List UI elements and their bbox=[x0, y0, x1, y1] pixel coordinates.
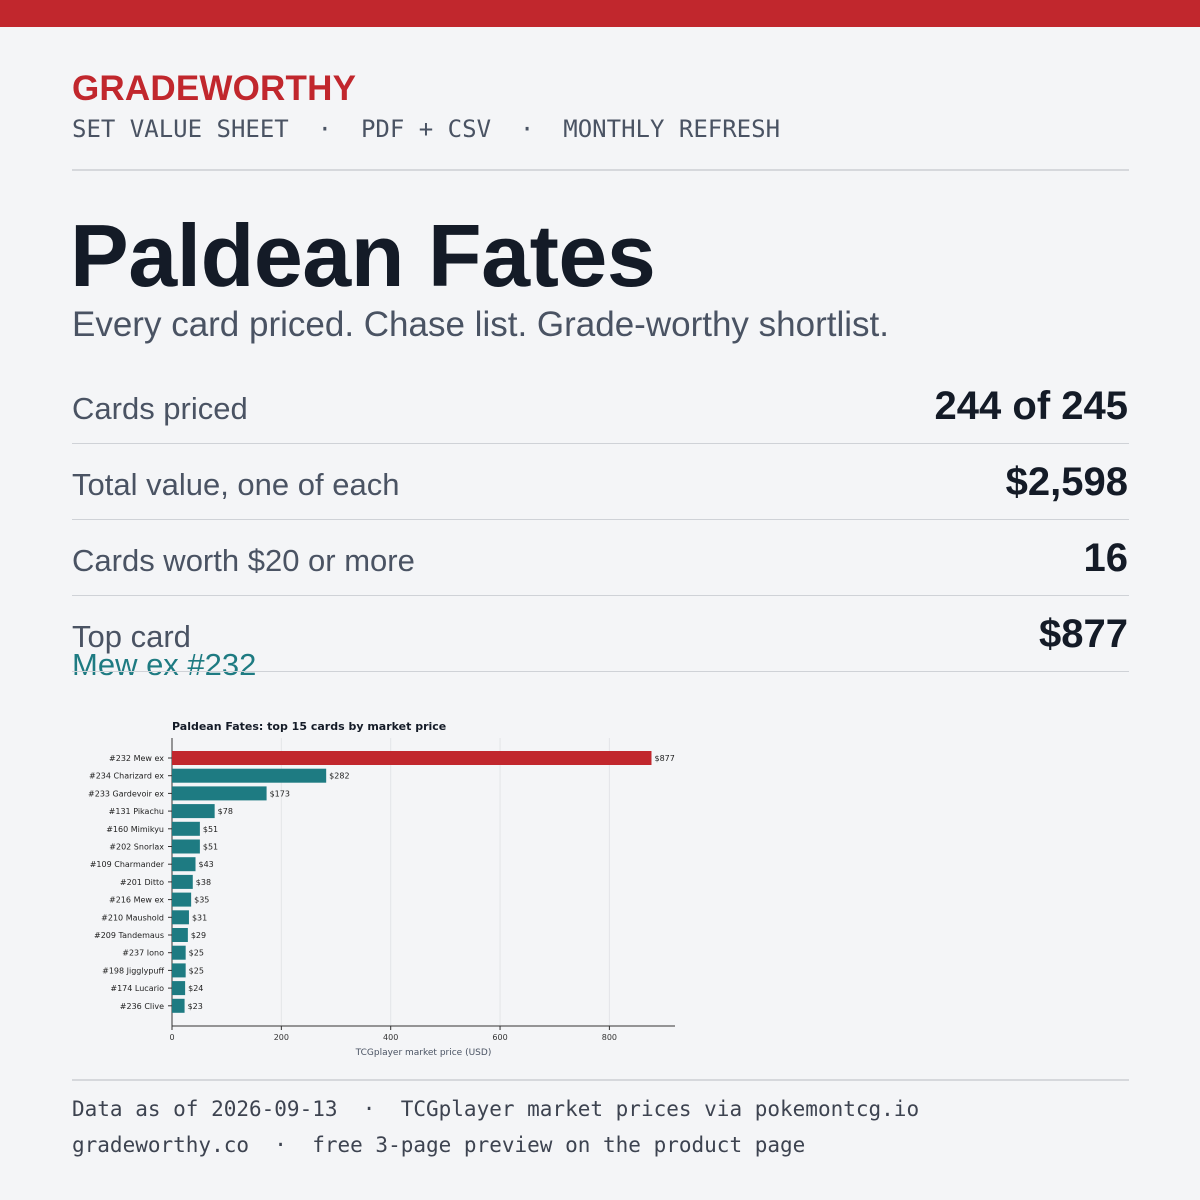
chart-bar bbox=[172, 963, 186, 978]
stat-value-top-card: $877 bbox=[1039, 612, 1128, 656]
bar-value-label: $35 bbox=[194, 896, 209, 905]
x-tick-label: 200 bbox=[274, 1033, 289, 1042]
y-tick-label: #237 Iono bbox=[122, 949, 164, 958]
y-tick-label: #201 Ditto bbox=[120, 878, 164, 887]
stat-divider bbox=[72, 671, 1129, 672]
footer-divider bbox=[72, 1079, 1129, 1081]
y-tick-label: #174 Lucario bbox=[110, 984, 164, 993]
brand-logo: GRADEWORTHY bbox=[72, 69, 357, 108]
bar-value-label: $173 bbox=[270, 789, 290, 798]
chart-bar bbox=[172, 945, 186, 960]
y-tick-label: #160 Mimikyu bbox=[106, 825, 164, 834]
bar-value-label: $23 bbox=[188, 1002, 203, 1011]
bar-value-label: $29 bbox=[191, 931, 206, 940]
chart-bar bbox=[172, 981, 186, 996]
stat-label-cards-over-20: Cards worth $20 or more bbox=[72, 543, 415, 578]
top-card-name: Mew ex #232 bbox=[72, 647, 257, 682]
page-title: Paldean Fates bbox=[70, 206, 656, 305]
stat-value-total-value: $2,598 bbox=[1005, 460, 1128, 504]
y-tick-label: #216 Mew ex bbox=[109, 896, 164, 905]
bar-value-label: $38 bbox=[196, 878, 211, 887]
y-tick-label: #202 Snorlax bbox=[109, 843, 164, 852]
stat-divider bbox=[72, 595, 1129, 596]
y-tick-label: #109 Charmander bbox=[90, 860, 165, 869]
chart-bar bbox=[172, 804, 215, 819]
stat-value-cards-over-20: 16 bbox=[1083, 536, 1129, 580]
bar-value-label: $31 bbox=[192, 913, 207, 922]
page-subtitle: Every card priced. Chase list. Grade-wor… bbox=[72, 305, 889, 344]
bar-value-label: $24 bbox=[188, 984, 203, 993]
stat-label-total-value: Total value, one of each bbox=[72, 467, 400, 502]
chart-bar bbox=[172, 821, 200, 836]
bar-value-label: $25 bbox=[189, 949, 204, 958]
x-tick-label: 400 bbox=[383, 1033, 398, 1042]
footer-data-source: Data as of 2026-09-13 · TCGplayer market… bbox=[72, 1097, 920, 1121]
stat-label-top-card: Top card bbox=[72, 619, 191, 654]
chart-bar bbox=[172, 910, 189, 925]
x-tick-label: 0 bbox=[169, 1033, 174, 1042]
y-tick-label: #198 Jigglypuff bbox=[102, 966, 164, 975]
chart-bar bbox=[172, 751, 652, 765]
chart-bar bbox=[172, 892, 192, 907]
x-tick-label: 600 bbox=[492, 1033, 507, 1042]
y-tick-label: #234 Charizard ex bbox=[89, 772, 164, 781]
tagline: SET VALUE SHEET · PDF + CSV · MONTHLY RE… bbox=[72, 115, 781, 143]
bar-value-label: $51 bbox=[203, 843, 218, 852]
chart-bar bbox=[172, 874, 193, 889]
y-tick-label: #210 Maushold bbox=[101, 913, 164, 922]
top-accent-bar bbox=[0, 0, 1200, 27]
chart-bar bbox=[172, 786, 267, 801]
y-tick-label: #233 Gardevoir ex bbox=[88, 789, 164, 798]
y-tick-label: #232 Mew ex bbox=[109, 754, 164, 763]
stat-label-cards-priced: Cards priced bbox=[72, 391, 248, 426]
bar-chart-svg: Paldean Fates: top 15 cards by market pr… bbox=[88, 720, 675, 1058]
footer-site: gradeworthy.co · free 3-page preview on … bbox=[72, 1133, 806, 1157]
chart-bar bbox=[172, 839, 200, 854]
bar-value-label: $877 bbox=[654, 754, 674, 763]
stat-value-cards-priced: 244 of 245 bbox=[934, 384, 1128, 428]
stat-divider bbox=[72, 443, 1129, 444]
header-divider bbox=[72, 169, 1129, 171]
y-tick-label: #209 Tandemaus bbox=[94, 931, 164, 940]
x-tick-label: 800 bbox=[602, 1033, 617, 1042]
chart-bar bbox=[172, 768, 327, 783]
bar-value-label: $282 bbox=[329, 772, 349, 781]
bar-value-label: $43 bbox=[199, 860, 214, 869]
chart-bar bbox=[172, 857, 196, 872]
bar-value-label: $25 bbox=[189, 966, 204, 975]
chart-title: Paldean Fates: top 15 cards by market pr… bbox=[172, 720, 446, 733]
stat-divider bbox=[72, 519, 1129, 520]
x-axis-label: TCGplayer market price (USD) bbox=[355, 1048, 492, 1058]
bar-value-label: $51 bbox=[203, 825, 218, 834]
bar-value-label: $78 bbox=[218, 807, 233, 816]
y-tick-label: #236 Clive bbox=[120, 1002, 164, 1011]
chart-bar bbox=[172, 998, 185, 1013]
y-tick-label: #131 Pikachu bbox=[109, 807, 164, 816]
chart-bar bbox=[172, 928, 188, 942]
top-cards-chart: Paldean Fates: top 15 cards by market pr… bbox=[72, 710, 692, 1070]
